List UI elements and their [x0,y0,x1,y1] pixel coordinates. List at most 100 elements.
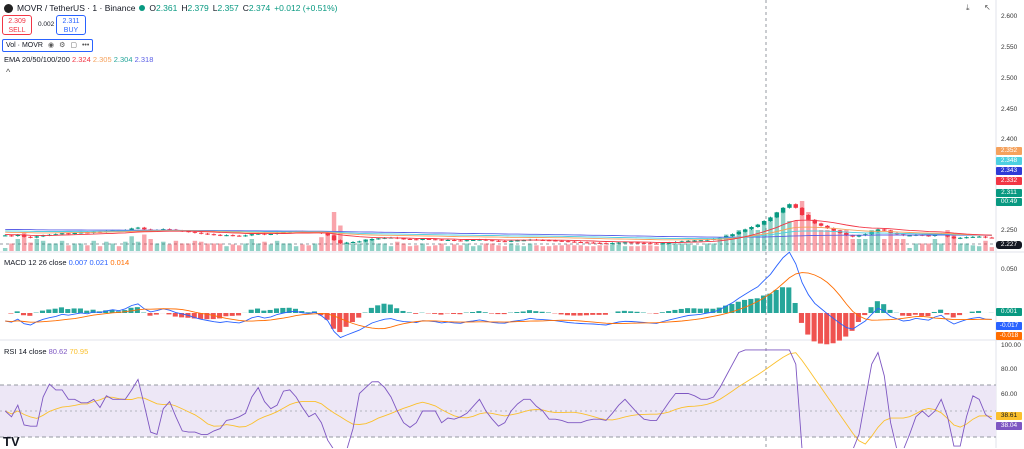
volume-bar [237,245,241,251]
macd-histogram-bar [375,305,380,313]
volume-bar [699,246,703,251]
last-price-tag: 2.311 [996,189,1022,197]
macd-histogram-bar [578,313,583,316]
volume-bar [288,244,292,252]
ema20-line [5,220,992,242]
volume-bar [534,245,538,251]
macd-histogram-bar [527,310,532,313]
volume-bar [16,239,20,251]
volume-bar [174,241,178,251]
symbol-title[interactable]: MOVR / TetherUS · 1 · Binance [17,3,135,13]
candle-body [579,242,583,243]
volume-indicator-legend[interactable]: Vol · MOVR ◉ ⚙ ▢ ••• [2,39,93,52]
macd-histogram-bar [628,311,633,313]
macd-histogram-bar [590,313,595,315]
macd-histogram-bar [818,313,823,344]
eye-icon[interactable]: ◉ [48,40,54,51]
macd-histogram-bar [698,309,703,313]
candle-body [401,238,405,239]
delete-icon[interactable]: ▢ [70,40,77,51]
macd-histogram-bar [249,310,254,313]
candle-body [344,243,348,244]
rsi-tick: 80.00 [1001,366,1017,373]
volume-bar [47,244,51,252]
macd-histogram-bar [603,313,608,315]
candle-body [597,243,601,244]
candle-body [515,240,519,241]
volume-bar [958,244,962,252]
volume-bar [762,221,766,251]
volume-bar [446,246,450,251]
volume-bar [964,244,968,252]
volume-bar [863,239,867,251]
macd-histogram-bar [875,301,880,313]
volume-bar [155,244,159,252]
volume-bar [616,244,620,251]
ema-legend[interactable]: EMA 20/50/100/200 2.324 2.305 2.304 2.31… [4,55,153,64]
volume-bar [351,244,355,252]
candle-body [692,240,696,241]
macd-histogram-bar [495,313,500,314]
volume-bar [667,244,671,252]
candle-body [699,240,703,241]
candle-body [269,234,273,235]
volume-bar [313,244,317,252]
volume-bar [882,239,886,251]
low-price-tag[interactable]: 2.227 [996,241,1022,249]
macd-histogram-bar [824,313,829,344]
price-tick: 2.450 [1001,106,1017,113]
chevron-up-icon[interactable]: ^ [6,67,10,77]
volume-bar [199,242,203,251]
macd-histogram-bar [793,303,798,313]
macd-histogram-bar [432,313,437,314]
cursor-icon[interactable]: ↖ [984,3,991,12]
volume-bar [490,244,494,252]
volume-bar [781,212,785,251]
macd-histogram-bar [173,313,178,317]
volume-bar [661,244,665,252]
macd-histogram-bar [154,313,159,315]
macd-legend[interactable]: MACD 12 26 close 0.007 0.021 0.014 [4,258,129,267]
macd-histogram-bar [407,312,412,313]
macd-histogram-bar [843,313,848,337]
volume-bar [3,248,7,251]
volume-bar [60,241,64,251]
volume-bar [844,230,848,251]
macd-histogram-bar [59,307,64,313]
candle-body [964,237,968,238]
candle-body [243,235,247,236]
macd-histogram-bar [925,313,930,316]
volume-bar [749,230,753,251]
volume-bar [635,246,639,251]
macd-histogram-bar [786,287,791,313]
volume-bar [281,244,285,252]
volume-bar [971,245,975,251]
volume-bar [642,245,646,251]
macd-histogram-bar [84,311,89,313]
download-icon[interactable]: ⤓ [966,3,970,13]
candle-body [465,240,469,241]
volume-bar [161,242,165,251]
high-value: 2.379 [187,3,208,13]
more-icon[interactable]: ••• [82,40,89,51]
macd-histogram-bar [634,312,639,313]
rsi-legend[interactable]: RSI 14 close 80.62 70.95 [4,347,88,356]
volume-bar [850,239,854,251]
macd-histogram-bar [413,313,418,314]
tradingview-logo[interactable]: TV [3,434,20,449]
volume-bar [452,244,456,251]
candle-body [193,232,197,233]
macd-histogram-bar [261,311,266,313]
volume-bar [471,246,475,251]
volume-bar [819,230,823,251]
candle-body [907,235,911,236]
candle-body [250,234,254,235]
volume-bar [832,230,836,251]
volume-bar [85,245,89,251]
settings-icon[interactable]: ⚙ [59,40,65,51]
volume-bar [528,244,532,252]
macd-histogram-bar [514,312,519,313]
